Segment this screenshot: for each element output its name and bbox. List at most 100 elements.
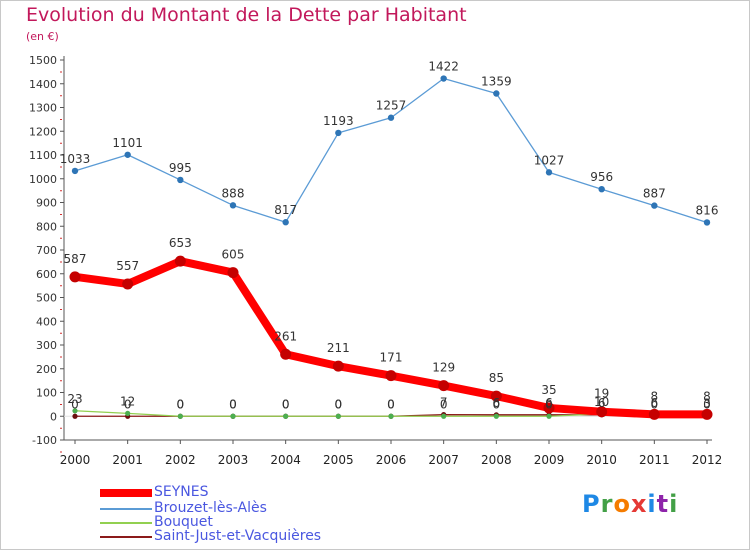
- data-label-seynes: 211: [327, 341, 350, 355]
- y-tick-label: 1200: [29, 125, 57, 138]
- data-point-seynes: [701, 408, 713, 420]
- data-point-seynes: [596, 406, 608, 418]
- legend-label: SEYNES: [154, 484, 209, 500]
- x-tick-label: 2009: [534, 453, 565, 467]
- data-point-brouzet-l-s-al-s: [229, 202, 237, 209]
- data-label-brouzet-l-s-al-s: 1422: [428, 60, 459, 74]
- data-point-brouzet-l-s-al-s: [124, 151, 131, 158]
- data-point-brouzet-l-s-al-s: [335, 129, 342, 137]
- data-label-seynes: 557: [116, 259, 139, 273]
- data-label-seynes: 8: [703, 389, 711, 403]
- y-tick-label: 400: [36, 315, 57, 328]
- data-point-bouquet: [283, 413, 289, 419]
- data-point-bouquet: [493, 413, 499, 419]
- data-point-seynes: [280, 348, 292, 360]
- data-label-bouquet: 0: [703, 397, 711, 411]
- data-label-saint-just-et-vacqui-res: 0: [71, 397, 79, 411]
- data-point-bouquet: [388, 413, 394, 419]
- data-label-brouzet-l-s-al-s: 1101: [112, 136, 143, 150]
- data-point-seynes: [69, 271, 81, 283]
- data-point-bouquet: [441, 413, 447, 419]
- data-point-brouzet-l-s-al-s: [545, 169, 553, 176]
- data-point-seynes: [122, 278, 134, 290]
- data-label-seynes: 8: [651, 389, 659, 403]
- data-label-brouzet-l-s-al-s: 887: [643, 187, 666, 201]
- y-tick-label: 1500: [29, 54, 57, 67]
- data-label-brouzet-l-s-al-s: 1359: [481, 74, 512, 88]
- y-tick-label: 0: [50, 410, 57, 423]
- x-tick-label: 2003: [218, 453, 249, 467]
- y-tick-label: 800: [36, 220, 57, 233]
- data-point-brouzet-l-s-al-s: [598, 186, 605, 193]
- data-point-seynes: [174, 255, 186, 267]
- data-point-brouzet-l-s-al-s: [651, 202, 658, 209]
- data-point-seynes: [543, 402, 555, 414]
- data-point-bouquet: [335, 413, 341, 419]
- data-label-seynes: 653: [169, 236, 192, 250]
- data-point-brouzet-l-s-al-s: [177, 176, 184, 184]
- legend-label: Saint-Just-et-Vacquières: [154, 528, 322, 544]
- data-label-brouzet-l-s-al-s: 1193: [323, 114, 354, 128]
- x-tick-label: 2007: [428, 453, 459, 467]
- legend-swatch: [100, 489, 152, 497]
- y-tick-label: 200: [36, 363, 57, 376]
- data-point-bouquet: [177, 413, 183, 419]
- data-label-seynes: 261: [274, 329, 297, 343]
- data-label-seynes: 19: [594, 387, 609, 401]
- data-label-bouquet: 0: [282, 397, 290, 411]
- data-label-bouquet: 0: [229, 397, 237, 411]
- data-label-seynes: 35: [541, 383, 556, 397]
- data-point-brouzet-l-s-al-s: [703, 219, 711, 226]
- data-label-brouzet-l-s-al-s: 995: [169, 161, 192, 175]
- chart-subtitle: (en €): [26, 30, 59, 43]
- legend-swatch: [100, 508, 152, 510]
- y-tick-label: 900: [36, 197, 57, 210]
- data-point-bouquet: [72, 408, 78, 414]
- data-label-bouquet: 12: [120, 394, 135, 408]
- y-tick-label: 600: [36, 268, 57, 281]
- data-label-seynes: 85: [489, 371, 504, 385]
- data-point-saint-just-et-vacqui-res: [72, 413, 78, 419]
- data-point-bouquet: [230, 413, 236, 419]
- x-tick-label: 2012: [692, 453, 723, 467]
- y-tick-label: 500: [36, 292, 57, 305]
- data-point-seynes: [438, 380, 450, 392]
- legend-swatch: [100, 536, 152, 538]
- data-point-bouquet: [125, 410, 131, 416]
- data-point-brouzet-l-s-al-s: [493, 90, 500, 97]
- data-label-brouzet-l-s-al-s: 956: [590, 170, 613, 184]
- data-point-seynes: [227, 267, 239, 279]
- data-label-brouzet-l-s-al-s: 1027: [534, 153, 565, 167]
- data-label-brouzet-l-s-al-s: 816: [696, 203, 719, 217]
- data-label-bouquet: 0: [545, 397, 553, 411]
- data-point-seynes: [332, 360, 344, 372]
- data-label-saint-just-et-vacqui-res: 0: [387, 397, 395, 411]
- x-tick-label: 2006: [376, 453, 407, 467]
- y-tick-label: 700: [36, 244, 57, 257]
- x-tick-label: 2000: [60, 453, 91, 467]
- data-label-bouquet: 0: [177, 397, 185, 411]
- x-tick-label: 2002: [165, 453, 196, 467]
- data-label-bouquet: 23: [67, 392, 82, 406]
- data-point-brouzet-l-s-al-s: [71, 167, 79, 175]
- x-tick-label: 2005: [323, 453, 354, 467]
- y-tick-label: 1400: [29, 78, 57, 91]
- data-point-seynes: [385, 370, 397, 382]
- y-tick-label: 1100: [29, 149, 57, 162]
- x-tick-label: 2004: [270, 453, 301, 467]
- data-label-seynes: 129: [432, 361, 455, 375]
- data-label-bouquet: 0: [335, 397, 343, 411]
- data-label-bouquet: 0: [651, 397, 659, 411]
- x-tick-label: 2008: [481, 453, 512, 467]
- proxiti-logo: Proxiti: [582, 490, 679, 518]
- legend-swatch: [100, 522, 152, 524]
- legend-label: Bouquet: [154, 514, 213, 530]
- y-tick-label: 1000: [29, 173, 57, 186]
- y-tick-label: 100: [36, 387, 57, 400]
- data-label-saint-just-et-vacqui-res: 6: [651, 396, 659, 410]
- data-label-bouquet: 0: [387, 397, 395, 411]
- data-label-brouzet-l-s-al-s: 1257: [376, 99, 407, 113]
- data-label-bouquet: 10: [594, 395, 609, 409]
